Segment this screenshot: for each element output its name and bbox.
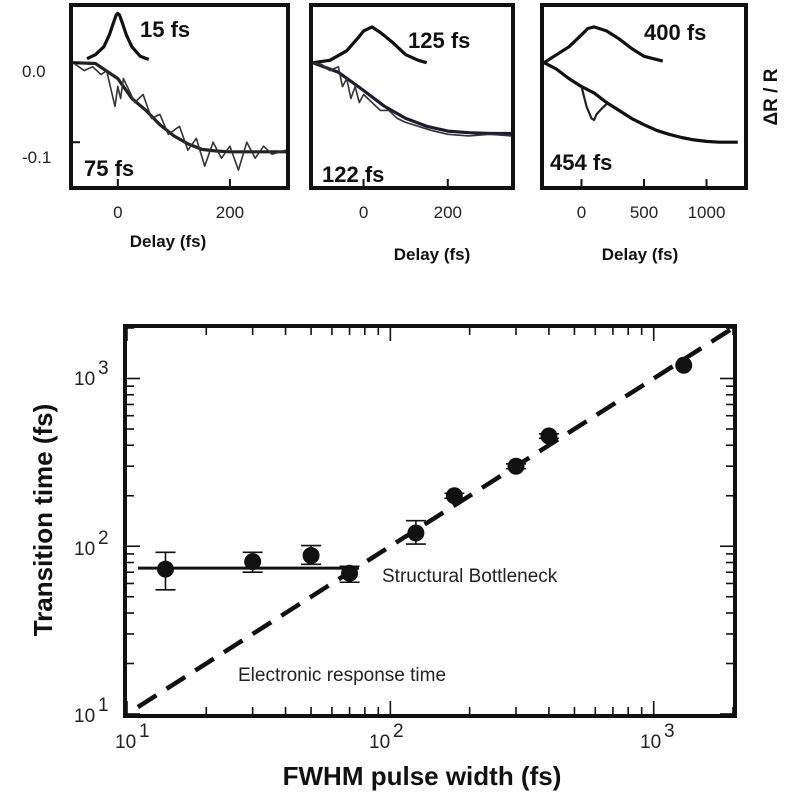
y-tick-label: -0.1 (22, 148, 51, 167)
x-tick-label: 200 (434, 203, 462, 222)
svg-text:10: 10 (369, 732, 390, 753)
electronic-response-line (136, 326, 735, 709)
svg-text:3: 3 (664, 721, 675, 742)
annotation-electronic-response: Electronic response time (238, 665, 446, 686)
data-point (341, 564, 359, 582)
inset-frame (540, 3, 748, 190)
x-axis-label: Delay (fs) (130, 232, 207, 251)
svg-text:3: 3 (98, 358, 109, 379)
x-tick-label: 1000 (688, 203, 726, 222)
y-tick-label-10-3: 103 (74, 358, 109, 390)
annotation-125fs: 125 fs (408, 28, 470, 53)
series-line (312, 61, 512, 137)
data-point (675, 356, 693, 374)
x-tick-label: 0 (359, 203, 368, 222)
svg-text:10: 10 (74, 706, 95, 727)
series-line (312, 61, 511, 136)
data-point (302, 547, 320, 565)
y-axis-label: Transition time (fs) (28, 404, 58, 637)
series-line (580, 86, 608, 122)
data-point (407, 524, 425, 542)
data-point (507, 457, 525, 475)
svg-text:2: 2 (98, 528, 109, 549)
inset-panel-15-75fs: 0 200 0.0 -0.1 15 fs 75 fs Delay (fs) (22, 3, 290, 251)
inset-frame (309, 3, 515, 190)
main-frame (123, 324, 737, 718)
annotation-15fs: 15 fs (140, 17, 190, 42)
x-tick-label: 200 (216, 203, 244, 222)
x-tick-label: 0 (113, 203, 122, 222)
series-line (86, 11, 150, 61)
svg-text:2: 2 (393, 721, 404, 742)
data-point (540, 427, 558, 445)
inset-panel-125-122fs: 0 200 125 fs 122 fs Delay (fs) (309, 3, 515, 264)
x-tick-label-10-1: 101 (115, 721, 150, 753)
inset-panel-400-454fs: 0 500 1000 400 fs 454 fs Delay (fs) ΔR / R (540, 3, 782, 264)
series-line (543, 25, 664, 65)
x-axis-label: FWHM pulse width (fs) (283, 761, 562, 791)
data-point (244, 553, 262, 571)
series-line (72, 62, 287, 171)
annotation-122fs: 122 fs (322, 162, 384, 187)
annotation-75fs: 75 fs (84, 156, 134, 181)
annotation-400fs: 400 fs (644, 20, 706, 45)
inset-frame (69, 3, 290, 190)
x-tick-label: 0 (577, 203, 586, 222)
y-tick-label-10-1: 101 (74, 695, 109, 727)
x-tick-label-10-2: 102 (369, 721, 404, 753)
annotation-454fs: 454 fs (550, 150, 612, 175)
x-axis-label: Delay (fs) (602, 245, 679, 264)
y-tick-label: 0.0 (22, 62, 46, 81)
x-tick-label-10-3: 103 (640, 721, 675, 753)
svg-text:1: 1 (139, 721, 150, 742)
data-point (445, 487, 463, 505)
svg-text:10: 10 (74, 539, 95, 560)
data-point (156, 560, 174, 578)
series-line (72, 61, 286, 154)
series-line (312, 25, 428, 65)
x-axis-label: Delay (fs) (394, 245, 471, 264)
svg-text:10: 10 (115, 732, 136, 753)
main-panel: Structural Bottleneck Electronic respons… (28, 324, 737, 791)
y-tick-label-10-2: 102 (74, 528, 109, 560)
annotation-structural-bottleneck: Structural Bottleneck (382, 566, 558, 587)
x-tick-label: 500 (630, 203, 658, 222)
series-line (543, 61, 738, 144)
svg-text:10: 10 (640, 732, 661, 753)
svg-text:10: 10 (74, 369, 95, 390)
y-axis-label: ΔR / R (761, 68, 782, 125)
svg-text:1: 1 (98, 695, 109, 716)
